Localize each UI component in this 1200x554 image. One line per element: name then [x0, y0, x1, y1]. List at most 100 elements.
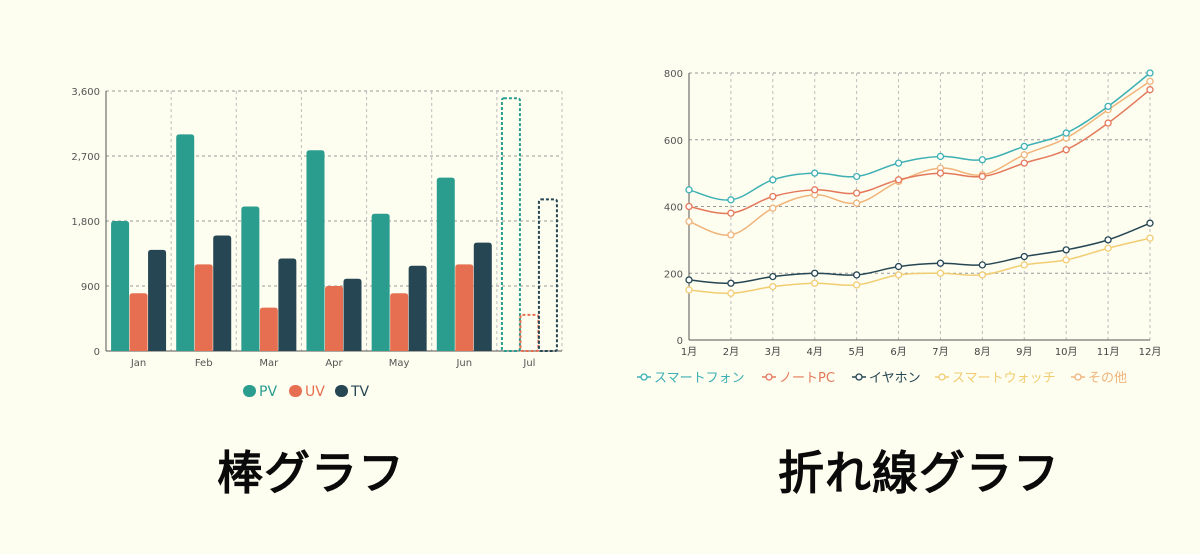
legend-line-3-label: スマートウォッチ [952, 371, 1056, 386]
line-point-0 [1146, 69, 1154, 77]
bar-x-tick-label: Jun [455, 358, 472, 369]
legend-pv-swatch [243, 385, 256, 397]
line-point-0 [1020, 142, 1028, 151]
line-point-4 [852, 199, 861, 207]
line-x-tick-label: 4月 [807, 346, 823, 358]
legend-tv-label: TV [350, 384, 370, 400]
line-x-tick-label: 8月 [974, 346, 990, 358]
line-point-1 [1104, 119, 1112, 127]
line-x-tick-label: 1月 [681, 346, 697, 358]
bar-uv [194, 264, 213, 351]
bar-uv [390, 293, 409, 351]
line-point-3 [852, 281, 861, 289]
line-series-3 [688, 237, 1151, 295]
line-x-tick-label: 5月 [848, 346, 864, 358]
bar-pv [371, 213, 390, 351]
line-x-tick-label: 9月 [1016, 346, 1032, 358]
line-x-tick-label: 12月 [1139, 346, 1162, 358]
legend-line-0-marker [640, 373, 648, 381]
line-point-4 [727, 231, 735, 239]
legend-line-4-label: その他 [1088, 371, 1127, 386]
bar-x-tick-label: Jul [522, 358, 535, 369]
line-point-3 [1062, 256, 1070, 264]
line-x-tick-label: 11月 [1097, 346, 1120, 358]
bar-y-tick-label: 3,600 [71, 87, 100, 98]
line-point-0 [769, 176, 777, 184]
legend-tv-swatch [335, 385, 348, 397]
bar-uv [325, 286, 343, 351]
line-point-3 [685, 286, 693, 294]
line-point-1 [978, 172, 987, 181]
line-point-1 [811, 186, 819, 194]
line-x-tick-label: 2月 [723, 346, 739, 358]
bar-pv [176, 134, 195, 351]
line-point-0 [894, 159, 903, 167]
bar-tv-projected [537, 198, 558, 352]
line-point-0 [811, 169, 819, 177]
line-point-0 [727, 196, 735, 204]
line-point-3 [1020, 261, 1028, 269]
line-chart-caption: 折れ線グラフ [778, 446, 1060, 500]
line-point-2 [727, 279, 735, 287]
bar-pv [241, 206, 260, 351]
line-point-2 [936, 259, 945, 267]
line-point-3 [978, 271, 987, 279]
bar-tv [278, 258, 297, 351]
line-point-2 [852, 271, 861, 279]
legend-line-1-label: ノートPC [779, 371, 835, 386]
line-point-1 [685, 202, 693, 211]
line-point-0 [685, 186, 693, 194]
legend-pv-label: PV [259, 384, 277, 400]
line-series-0 [688, 72, 1151, 201]
line-point-4 [1146, 77, 1154, 85]
legend-line-2-marker [855, 373, 863, 381]
bar-pv [306, 150, 325, 351]
line-point-0 [936, 152, 945, 161]
line-point-3 [936, 269, 945, 277]
line-point-3 [811, 279, 819, 287]
line-point-2 [1104, 236, 1112, 244]
line-point-3 [1146, 234, 1154, 242]
line-x-tick-label: 7月 [932, 346, 948, 358]
bar-x-tick-label: Jan [130, 358, 146, 369]
line-point-4 [685, 217, 693, 226]
bar-x-tick-label: May [389, 358, 410, 369]
legend-uv-swatch [289, 385, 302, 397]
line-point-1 [1020, 159, 1028, 167]
bar-tv [408, 265, 427, 351]
line-point-2 [685, 276, 693, 284]
bar-pv [436, 177, 455, 351]
bar-y-tick-label: 900 [81, 282, 100, 293]
bar-pv [111, 221, 130, 351]
line-point-1 [894, 176, 903, 184]
legend-line-2-label: イヤホン [869, 371, 921, 386]
bar-pv-projected [500, 97, 521, 352]
line-y-tick-label: 400 [664, 203, 683, 214]
line-point-2 [978, 261, 987, 269]
bar-uv [259, 307, 278, 351]
bar-y-tick-label: 2,700 [71, 152, 100, 163]
bar-tv [148, 249, 167, 351]
bar-y-tick-label: 1,800 [71, 217, 100, 228]
line-point-0 [1062, 129, 1070, 137]
line-point-1 [936, 169, 945, 177]
legend-uv-label: UV [305, 384, 325, 400]
bar-x-tick-label: Mar [259, 358, 279, 369]
line-point-1 [1146, 86, 1154, 94]
line-series-2 [688, 222, 1151, 285]
line-series-4 [688, 80, 1151, 236]
line-point-0 [1104, 102, 1112, 111]
bar-x-tick-label: Feb [195, 358, 213, 369]
line-point-1 [769, 192, 777, 201]
line-point-1 [1062, 146, 1070, 154]
line-x-tick-label: 3月 [765, 346, 781, 358]
bar-uv [455, 264, 474, 351]
line-point-2 [811, 269, 819, 277]
line-y-tick-label: 200 [664, 269, 683, 280]
line-point-1 [727, 209, 735, 217]
line-series-1 [688, 89, 1151, 215]
bar-x-tick-label: Apr [325, 358, 343, 369]
line-point-3 [727, 289, 735, 297]
